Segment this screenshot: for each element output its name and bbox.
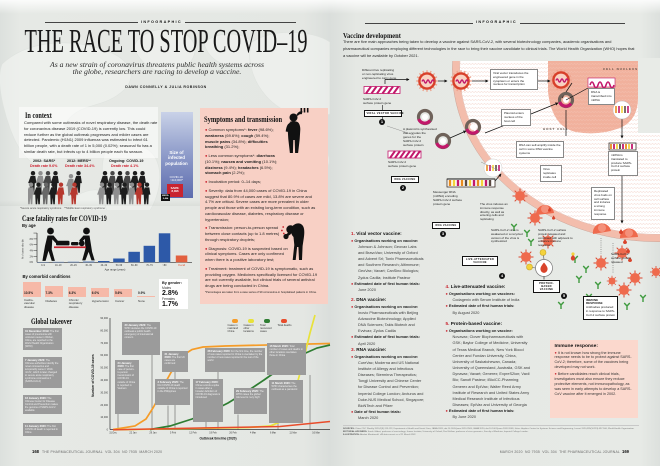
svg-text:70–79: 70–79 <box>146 265 153 267</box>
svg-text:50,000: 50,000 <box>100 367 108 370</box>
svg-text:19 Feb: 19 Feb <box>209 432 217 435</box>
svg-text:2%: 2% <box>30 256 33 258</box>
svg-text:Age range (years): Age range (years) <box>105 268 126 272</box>
svg-text:20,000: 20,000 <box>100 404 108 407</box>
svg-text:genes for the: genes for the <box>403 135 421 139</box>
svg-text:SARS-CoV-2: SARS-CoV-2 <box>403 139 421 143</box>
svg-text:that encodes the: that encodes the <box>403 131 426 135</box>
svg-text:Messenger RNA: Messenger RNA <box>433 190 457 194</box>
svg-text:31 Dec: 31 Dec <box>109 432 117 435</box>
svg-text:Outbreak timeline (2020): Outbreak timeline (2020) <box>199 437 236 441</box>
svg-text:40–49: 40–49 <box>101 265 108 267</box>
svg-text:80,000: 80,000 <box>100 329 108 332</box>
svg-text:engineered to carry gene: engineered to carry gene <box>362 76 397 80</box>
svg-text:0: 0 <box>107 429 109 432</box>
svg-text:4%: 4% <box>30 251 33 253</box>
svg-text:8%: 8% <box>30 239 33 241</box>
svg-text:30–39: 30–39 <box>85 265 92 267</box>
svg-text:29 Jan: 29 Jan <box>149 432 157 435</box>
svg-text:CELL NUCLEUS: CELL NUCLEUS <box>603 67 638 71</box>
svg-text:(mRNA) encoding: (mRNA) encoding <box>433 194 458 198</box>
svg-text:70,000: 70,000 <box>100 342 108 345</box>
svg-text:6%: 6% <box>30 245 33 247</box>
svg-text:12 Feb: 12 Feb <box>189 432 197 435</box>
svg-text:SARS-CoV-2 surface: SARS-CoV-2 surface <box>433 198 462 202</box>
svg-text:HOST CELL: HOST CELL <box>543 127 569 131</box>
svg-text:A plasmid is synthesised: A plasmid is synthesised <box>403 127 437 131</box>
svg-text:Different live replicating: Different live replicating <box>362 68 394 72</box>
svg-text:60,000: 60,000 <box>100 354 108 357</box>
svg-text:Overall: Overall <box>178 264 186 267</box>
svg-text:26 Feb: 26 Feb <box>229 432 237 435</box>
svg-text:50–59: 50–59 <box>116 265 123 267</box>
svg-text:% of cases who die: % of cases who die <box>23 238 25 259</box>
svg-text:5 Feb: 5 Feb <box>170 432 177 435</box>
svg-text:SARS-CoV-2: SARS-CoV-2 <box>388 160 406 164</box>
svg-text:0%: 0% <box>30 262 33 264</box>
svg-text:90,000: 90,000 <box>100 317 108 320</box>
svg-text:4 Mar: 4 Mar <box>250 432 256 435</box>
svg-text:surface protein gene: surface protein gene <box>363 101 391 105</box>
svg-text:40,000: 40,000 <box>100 379 108 382</box>
svg-text:6 Mar: 6 Mar <box>270 432 276 435</box>
svg-text:11 Mar: 11 Mar <box>289 432 296 435</box>
svg-text:22 Jan: 22 Jan <box>129 432 137 435</box>
svg-text:10–19: 10–19 <box>55 265 62 267</box>
svg-text:surface protein gene: surface protein gene <box>388 164 416 168</box>
svg-text:0–9: 0–9 <box>41 265 46 267</box>
svg-text:60–69: 60–69 <box>131 265 138 267</box>
svg-text:10,000: 10,000 <box>100 416 108 419</box>
svg-text:protein gene: protein gene <box>433 202 450 206</box>
svg-text:>80: >80 <box>163 264 168 267</box>
svg-text:SARS-CoV-2: SARS-CoV-2 <box>363 97 381 101</box>
svg-text:surface protein: surface protein <box>403 143 424 147</box>
svg-text:30,000: 30,000 <box>100 391 108 394</box>
svg-text:or non-replicating virus: or non-replicating virus <box>362 72 394 76</box>
svg-text:16 Mar: 16 Mar <box>312 432 320 435</box>
svg-text:Number of COVID-19 cases: Number of COVID-19 cases <box>91 354 95 397</box>
svg-text:20–29: 20–29 <box>70 265 77 267</box>
